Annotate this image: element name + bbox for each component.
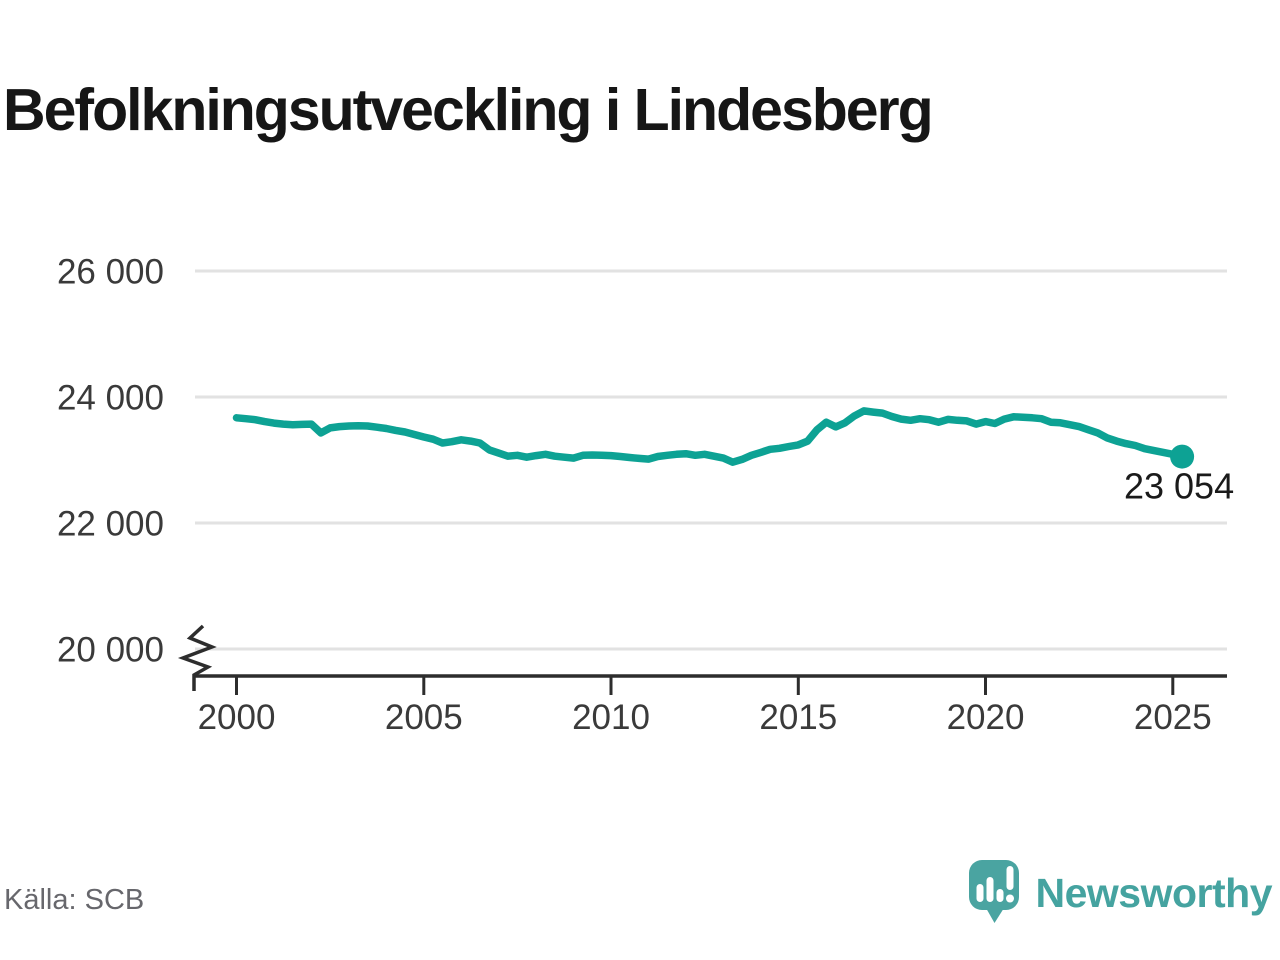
chart-title: Befolkningsutveckling i Lindesberg — [3, 76, 934, 143]
y-axis-break-icon — [177, 624, 217, 691]
logo-bar-1 — [976, 884, 983, 902]
x-tick-label: 2000 — [198, 698, 276, 737]
logo-exclamation-dot — [1005, 894, 1014, 903]
y-tick-label: 20 000 — [57, 631, 164, 670]
x-tick-label: 2025 — [1134, 698, 1212, 737]
x-tick-label: 2020 — [947, 698, 1025, 737]
x-axis-labels: 2000 2005 2010 2015 2020 2025 — [198, 698, 1212, 737]
newsworthy-logo-text: Newsworthy — [1035, 869, 1273, 916]
logo-exclamation-bar — [1006, 866, 1013, 890]
population-line — [232, 407, 1186, 466]
newsworthy-logo-icon — [968, 860, 1019, 923]
y-tick-label: 26 000 — [57, 253, 164, 292]
y-axis-labels: 20 000 22 000 24 000 26 000 — [57, 253, 164, 670]
source-note: Källa: SCB — [4, 884, 145, 916]
x-tick-label: 2015 — [759, 698, 837, 737]
logo-bar-3 — [996, 889, 1003, 902]
x-tick-label: 2005 — [385, 698, 463, 737]
x-axis — [194, 674, 1227, 695]
logo-bar-2 — [986, 877, 993, 902]
end-point-value-label: 23 054 — [1124, 466, 1234, 507]
gridlines — [195, 269, 1227, 651]
newsworthy-logo: Newsworthy — [967, 858, 1273, 928]
end-point-marker — [1170, 444, 1195, 469]
y-tick-label: 22 000 — [57, 505, 164, 544]
x-tick-label: 2010 — [572, 698, 650, 737]
y-tick-label: 24 000 — [57, 379, 164, 418]
